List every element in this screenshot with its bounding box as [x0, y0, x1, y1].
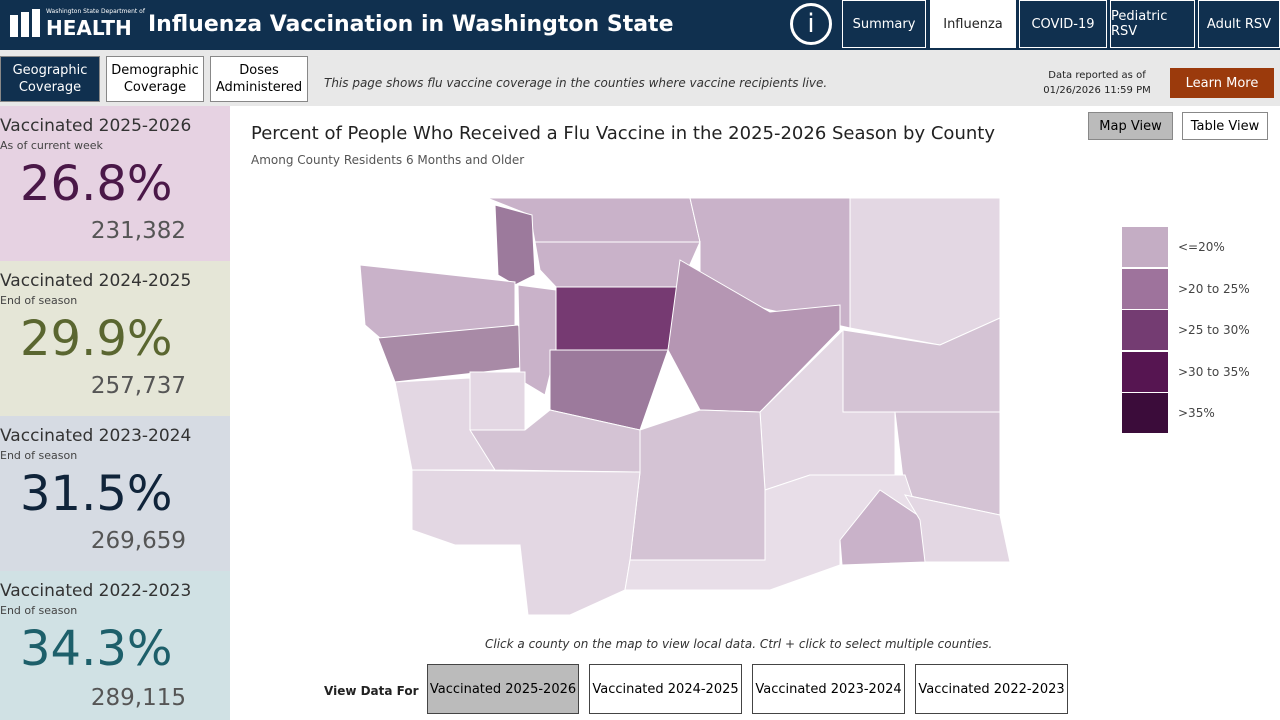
logo: Washington State Department of HEALTH [8, 6, 145, 44]
card-subtitle: End of season [0, 604, 78, 617]
legend-swatch [1122, 310, 1168, 350]
card-subtitle: End of season [0, 294, 78, 307]
season-button[interactable]: Vaccinated 2024-2025 [589, 664, 742, 714]
card-count: 231,382 [90, 218, 186, 244]
header: Washington State Department of HEALTH In… [0, 0, 1280, 50]
legend-label: >25 to 30% [1178, 323, 1250, 337]
stat-card[interactable]: Vaccinated 2025-2026 As of current week 26… [0, 106, 230, 261]
view-button[interactable]: Table View [1182, 112, 1268, 140]
card-count: 257,737 [90, 373, 186, 399]
report-label: Data reported as of [1048, 70, 1146, 81]
nav-tab[interactable]: Pediatric RSV [1110, 0, 1195, 48]
logo-subtext: Washington State Department of [46, 8, 145, 15]
report-info: Data reported as of 01/26/2026 11:59 PM [1038, 68, 1156, 98]
legend-swatch [1122, 351, 1168, 392]
county[interactable] [624, 474, 921, 591]
county[interactable] [555, 286, 681, 351]
sub-nav-button[interactable]: Geographic Coverage [0, 56, 100, 102]
county-map [359, 197, 1011, 616]
nav-tab[interactable]: COVID-19 [1019, 0, 1107, 48]
card-percent: 26.8% [20, 156, 173, 212]
card-title: Vaccinated 2024-2025 [0, 271, 192, 291]
county[interactable] [534, 241, 701, 288]
view-button[interactable]: Map View [1088, 112, 1173, 140]
county[interactable] [903, 494, 1011, 563]
nav-tab[interactable]: Summary [842, 0, 926, 48]
county[interactable] [469, 371, 526, 431]
legend-label: <=20% [1178, 240, 1225, 254]
card-percent: 34.3% [20, 621, 173, 677]
county[interactable] [849, 197, 1001, 346]
view-label: View Data For [324, 684, 419, 698]
sub-nav-button[interactable]: Doses Administered [210, 56, 308, 102]
map-title: Percent of People Who Received a Flu Vac… [251, 123, 995, 144]
legend-label: >30 to 35% [1178, 364, 1250, 379]
logo-text: HEALTH [46, 16, 132, 40]
stat-card[interactable]: Vaccinated 2022-2023 End of season 34.3% 28… [0, 571, 230, 720]
county[interactable] [629, 409, 766, 561]
season-button[interactable]: Vaccinated 2025-2026 [427, 664, 579, 714]
county[interactable] [411, 469, 641, 616]
card-count: 269,659 [90, 528, 186, 554]
legend-label: >35% [1178, 406, 1215, 420]
card-title: Vaccinated 2023-2024 [0, 426, 192, 446]
county[interactable] [667, 259, 841, 413]
card-title: Vaccinated 2022-2023 [0, 581, 192, 601]
legend-swatch [1122, 268, 1168, 309]
legend-label: >20 to 25% [1178, 281, 1250, 296]
info-button[interactable]: i [790, 3, 832, 45]
season-button[interactable]: Vaccinated 2022-2023 [915, 664, 1068, 714]
map-hint: Click a county on the map to view local … [485, 637, 993, 651]
sub-nav-button[interactable]: Demographic Coverage [106, 56, 204, 102]
logo-icon [10, 9, 40, 37]
card-title: Vaccinated 2025-2026 [0, 116, 192, 136]
stat-card[interactable]: Vaccinated 2023-2024 End of season 31.5% 26… [0, 416, 230, 571]
card-percent: 29.9% [20, 311, 173, 367]
report-date: 01/26/2026 11:59 PM [1043, 85, 1151, 96]
season-button[interactable]: Vaccinated 2023-2024 [752, 664, 905, 714]
page-title: Influenza Vaccination in Washington Stat… [148, 12, 674, 37]
legend-swatch [1122, 227, 1168, 267]
map-subtitle: Among County Residents 6 Months and Olde… [251, 153, 525, 167]
county[interactable] [494, 204, 536, 286]
card-percent: 31.5% [20, 466, 173, 522]
card-subtitle: End of season [0, 449, 78, 462]
stat-card[interactable]: Vaccinated 2024-2025 End of season 29.9% 25… [0, 261, 230, 416]
nav-tab[interactable]: Influenza [930, 0, 1016, 48]
legend-swatch [1122, 393, 1168, 433]
card-count: 289,115 [90, 685, 186, 711]
learn-more-button[interactable]: Learn More [1170, 68, 1274, 98]
description: This page shows flu vaccine coverage in … [324, 76, 828, 90]
card-subtitle: As of current week [0, 139, 103, 152]
nav-tab[interactable]: Adult RSV [1198, 0, 1280, 48]
